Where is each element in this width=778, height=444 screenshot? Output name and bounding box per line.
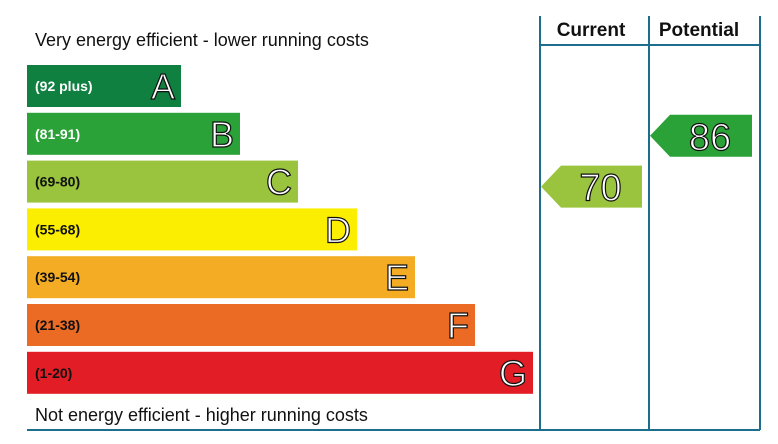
potential-rating-value: 86 [689,117,731,159]
band-b: (81-91) B [27,112,240,155]
band-c: (69-80) C [27,160,298,203]
band-bar-e [27,256,415,299]
band-range-label: (81-91) [35,126,80,142]
top-caption: Very energy efficient - lower running co… [35,30,369,50]
rating-arrows: 70 86 [541,114,752,210]
potential-rating: 86 [650,114,752,159]
current-rating: 70 [541,165,642,210]
band-a: (92 plus) A [27,65,181,108]
band-bar-b [27,112,240,155]
bottom-caption: Not energy efficient - higher running co… [35,405,368,425]
band-range-label: (92 plus) [35,78,93,94]
band-range-label: (21-38) [35,317,80,333]
band-letter: C [266,162,292,203]
band-letter: E [385,257,409,298]
band-bar-g [27,351,533,394]
band-d: (55-68) D [27,208,357,251]
band-bar-c [27,160,298,203]
band-letter: B [210,114,234,155]
band-letter: D [325,209,351,250]
band-f: (21-38) F [27,304,475,347]
band-range-label: (1-20) [35,365,72,381]
potential-column-header: Potential [659,20,739,41]
band-range-label: (69-80) [35,174,80,190]
current-column-header: Current [557,20,626,41]
current-rating-value: 70 [579,168,621,210]
band-range-label: (39-54) [35,269,80,285]
band-bar-a [27,65,181,107]
band-g: (1-20) G [27,351,533,394]
potential-rating-arrow [650,114,752,157]
rating-bands: (92 plus) A (81-91) B (69-80) C (55-68) D (39-54… [27,65,533,394]
band-letter: F [447,305,469,346]
chart-frame [27,16,761,431]
band-e: (39-54) E [27,256,415,299]
band-letter: G [499,353,527,394]
band-bar-d [27,208,357,251]
band-range-label: (55-68) [35,221,80,237]
current-rating-arrow [541,165,642,208]
band-bar-f [27,304,475,346]
band-letter: A [151,66,175,107]
